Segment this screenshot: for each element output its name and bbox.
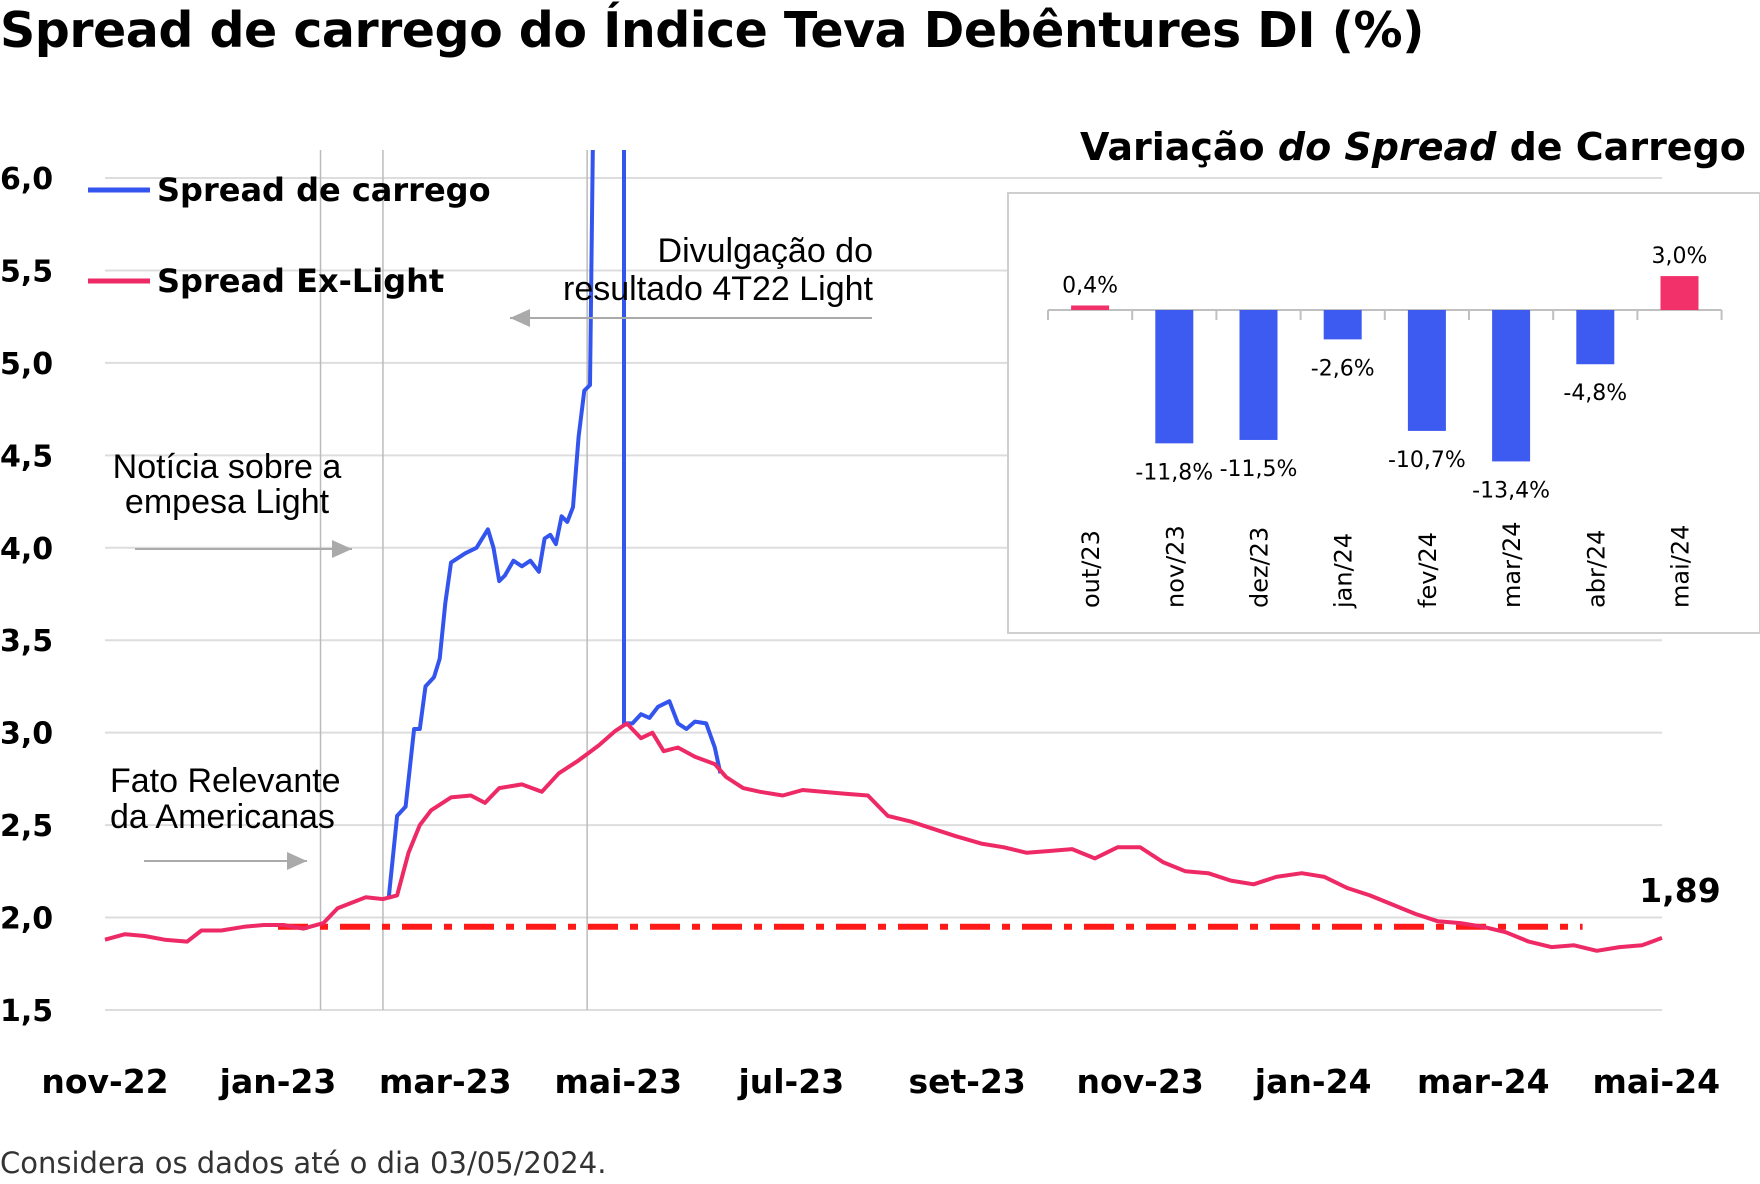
- annotation-arrow-light-news: [135, 540, 352, 558]
- x-tick-label: mar-24: [1417, 1062, 1550, 1101]
- inset-category-label: fev/24: [1414, 532, 1442, 608]
- legend-label-exlight: Spread Ex-Light: [157, 262, 444, 300]
- inset-title: Variação do Spread de Carrego: [1080, 125, 1746, 169]
- inset-category-label: mai/24: [1667, 525, 1695, 608]
- y-tick-label: 4,5: [0, 439, 53, 474]
- x-tick-label: mar-23: [379, 1062, 512, 1101]
- series-line-spread: [386, 149, 595, 900]
- series-line-exlight: [104, 721, 1663, 953]
- inset-title-part: do Spread: [1278, 125, 1497, 169]
- inset-value-label: 3,0%: [1652, 244, 1708, 269]
- event-lines: [319, 150, 588, 1010]
- y-tick-label: 2,5: [0, 809, 53, 844]
- inset-category-label: mar/24: [1498, 521, 1526, 608]
- y-tick-label: 6,0: [0, 162, 53, 197]
- x-tick-label: nov-23: [1077, 1062, 1204, 1101]
- inset-bar: [1239, 310, 1278, 440]
- inset-category-label: jan/24: [1330, 533, 1358, 609]
- footnote: Considera os dados até o dia 03/05/2024.: [0, 1146, 607, 1180]
- inset-bar: [1492, 310, 1531, 462]
- annotation-americanas-line1: Fato Relevante: [110, 762, 341, 800]
- inset-value-label: -11,8%: [1135, 460, 1213, 485]
- inset-value-label: -4,8%: [1563, 381, 1627, 406]
- x-tick-label: jan-24: [1253, 1062, 1372, 1101]
- inset-value-label: -2,6%: [1311, 356, 1375, 381]
- inset-value-label: -11,5%: [1220, 457, 1298, 482]
- annotation-arrow-head: [287, 852, 307, 870]
- annotation-light-news-line2: empesa Light: [125, 483, 330, 521]
- y-tick-label: 4,0: [0, 532, 53, 567]
- inset-title-part: Variação: [1080, 125, 1278, 169]
- inset-bar: [1660, 276, 1699, 310]
- chart-title: Spread de carrego do Índice Teva Debêntu…: [0, 2, 1425, 59]
- inset-value-label: 0,4%: [1062, 273, 1118, 298]
- annotation-arrow-head: [510, 309, 530, 327]
- inset-frame: [1007, 192, 1760, 634]
- inset-bar: [1071, 305, 1110, 310]
- x-tick-label: set-23: [908, 1062, 1025, 1101]
- inset-category-label: nov/23: [1161, 525, 1189, 608]
- inset-category-label: abr/24: [1582, 530, 1610, 608]
- annotation-arrow-americanas: [144, 852, 307, 870]
- annotation-light-news-line1: Notícia sobre a: [113, 448, 342, 486]
- series-line-spread: [622, 150, 723, 774]
- y-tick-label: 3,0: [0, 717, 53, 752]
- x-tick-label: mai-23: [555, 1062, 683, 1101]
- annotation-americanas-line2: da Americanas: [110, 798, 335, 836]
- legend-label-spread: Spread de carrego: [157, 171, 491, 209]
- y-tick-label: 2,0: [0, 902, 53, 937]
- legend: Spread de carrego Spread Ex-Light: [88, 171, 491, 300]
- inset-bar: [1323, 310, 1362, 340]
- inset-value-label: -10,7%: [1388, 448, 1466, 473]
- annotation-arrow-light-result: [510, 309, 872, 327]
- x-tick-label: jul-23: [736, 1062, 844, 1101]
- y-tick-label: 5,0: [0, 347, 53, 382]
- inset-title-part: de Carrego: [1496, 125, 1746, 169]
- annotation-light-result-line2: resultado 4T22 Light: [563, 270, 874, 308]
- x-tick-label: jan-23: [218, 1062, 337, 1101]
- y-tick-label: 3,5: [0, 624, 53, 659]
- inset-bar: [1155, 310, 1194, 444]
- inset-category-label: out/23: [1077, 530, 1105, 608]
- end-value-label: 1,89: [1639, 871, 1720, 910]
- annotation-arrow-head: [332, 540, 352, 558]
- inset-value-label: -13,4%: [1472, 478, 1550, 503]
- inset-chart: 0,4% out/23 -11,8% nov/23 -11,5% dez/23 -2,6% j…: [1007, 192, 1760, 634]
- y-tick-label: 5,5: [0, 254, 53, 289]
- x-tick-label: nov-22: [41, 1062, 168, 1101]
- y-tick-label: 1,5: [0, 994, 53, 1029]
- inset-bar: [1407, 310, 1446, 431]
- annotation-light-result-line1: Divulgação do: [658, 232, 873, 270]
- x-tick-label: mai-24: [1593, 1062, 1721, 1101]
- inset-bar: [1576, 310, 1615, 365]
- inset-category-label: dez/23: [1246, 527, 1274, 608]
